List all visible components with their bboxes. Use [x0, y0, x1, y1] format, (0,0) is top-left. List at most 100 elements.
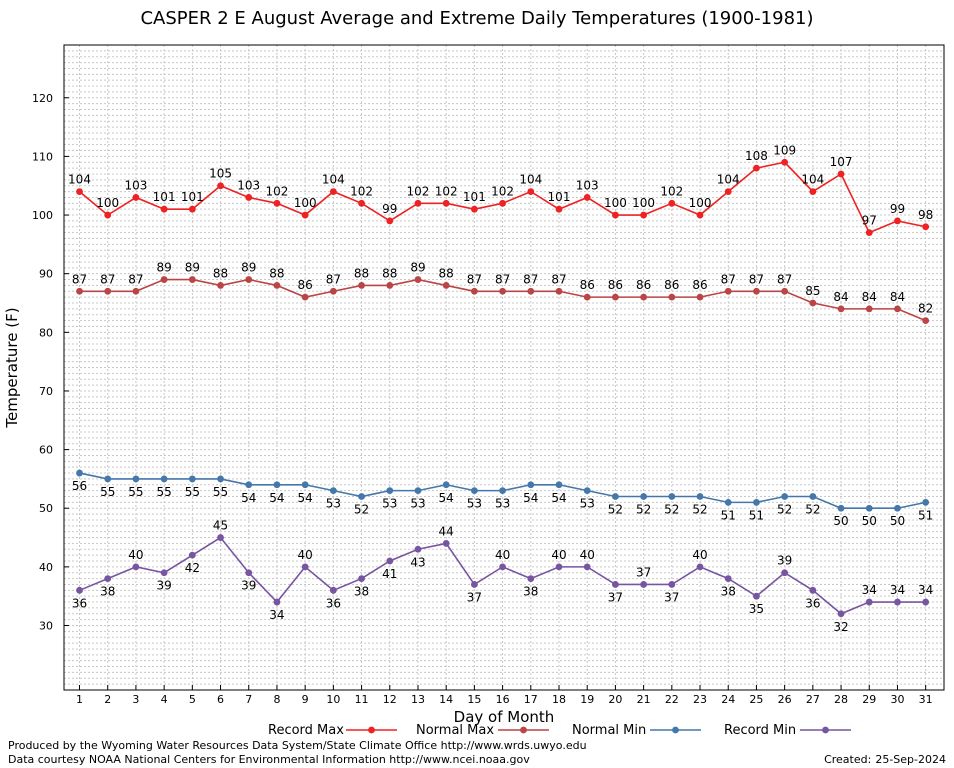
x-tick-label: 2: [104, 693, 111, 706]
y-tick-label: 100: [32, 209, 53, 222]
data-label: 86: [664, 278, 679, 292]
legend-swatch-marker: [520, 726, 527, 734]
data-point: [583, 194, 591, 201]
data-label: 88: [354, 266, 369, 280]
data-point: [809, 586, 817, 594]
data-point: [329, 287, 337, 295]
data-label: 52: [805, 503, 820, 517]
y-tick-label: 40: [39, 561, 53, 574]
data-label: 54: [298, 491, 313, 505]
legend-swatch-marker: [368, 726, 375, 734]
data-label: 85: [805, 284, 820, 298]
data-label: 101: [153, 190, 176, 204]
data-label: 87: [326, 272, 341, 286]
data-point: [104, 575, 112, 582]
x-tick-label: 16: [496, 693, 510, 706]
x-tick-label: 25: [749, 693, 763, 706]
x-tick-label: 17: [524, 693, 538, 706]
data-label: 102: [350, 184, 373, 198]
data-point: [724, 575, 732, 582]
data-point: [837, 504, 845, 512]
data-label: 50: [833, 514, 848, 528]
data-label: 100: [294, 196, 317, 210]
x-tick-label: 24: [721, 693, 735, 706]
data-label: 53: [326, 497, 341, 511]
data-point: [696, 211, 704, 219]
series-record-max: 104 100 103 101 101 105 103 102 100 104 102 99 102 10…: [68, 143, 933, 237]
data-label: 87: [749, 272, 764, 286]
data-label: 52: [636, 503, 651, 517]
data-point: [668, 293, 676, 301]
data-label: 104: [801, 173, 824, 187]
data-point: [894, 305, 901, 313]
created-date: 25-Sep-2024: [875, 753, 946, 766]
data-label: 84: [890, 290, 905, 304]
data-point: [329, 586, 337, 594]
data-point: [724, 287, 732, 295]
data-label: 89: [185, 261, 200, 275]
data-point: [499, 287, 506, 295]
data-point: [865, 229, 873, 237]
data-point: [555, 563, 563, 571]
data-point: [555, 205, 563, 213]
data-label: 54: [241, 491, 256, 505]
data-label: 54: [551, 491, 566, 505]
data-point: [527, 481, 535, 489]
legend-label: Normal Min: [572, 723, 646, 738]
data-label: 104: [68, 173, 91, 187]
data-label: 86: [692, 278, 707, 292]
data-point: [583, 487, 591, 495]
data-label: 54: [523, 491, 538, 505]
data-label: 53: [495, 497, 510, 511]
data-label: 38: [721, 585, 736, 599]
y-axis-label: Temperature (F): [3, 307, 21, 428]
data-label: 55: [100, 485, 115, 499]
data-label: 40: [692, 548, 707, 562]
x-tick-label: 27: [806, 693, 820, 706]
data-label: 103: [124, 178, 147, 192]
data-label: 87: [495, 272, 510, 286]
data-point: [132, 287, 140, 295]
data-point: [76, 287, 83, 295]
data-label: 39: [241, 579, 256, 593]
data-label: 86: [298, 278, 313, 292]
data-point: [358, 575, 365, 582]
legend-item: Record Max: [268, 723, 397, 738]
data-label: 38: [523, 585, 538, 599]
data-point: [414, 199, 422, 207]
data-point: [753, 592, 760, 600]
data-point: [865, 598, 873, 606]
data-point: [668, 581, 676, 588]
x-tick-label: 14: [439, 693, 453, 706]
data-point: [217, 475, 224, 483]
data-point: [499, 487, 506, 495]
data-point: [527, 287, 535, 295]
data-point: [245, 481, 253, 489]
data-point: [837, 170, 845, 178]
data-label: 55: [128, 485, 143, 499]
data-point: [809, 493, 817, 500]
data-point: [753, 164, 760, 172]
data-label: 51: [721, 508, 736, 522]
data-label: 40: [495, 548, 510, 562]
data-label: 52: [608, 503, 623, 517]
data-point: [555, 481, 563, 489]
data-label: 34: [269, 608, 284, 622]
data-label: 37: [467, 590, 482, 604]
data-point: [329, 487, 337, 495]
data-label: 56: [72, 479, 87, 493]
data-point: [612, 211, 619, 219]
y-tick-label: 110: [32, 150, 53, 163]
y-tick-label: 30: [39, 620, 53, 633]
y-tick-label: 90: [39, 268, 53, 281]
data-point: [217, 534, 224, 541]
data-label: 88: [382, 266, 397, 280]
data-label: 50: [890, 514, 905, 528]
data-label: 88: [269, 266, 284, 280]
data-point: [837, 305, 845, 313]
data-point: [301, 481, 309, 489]
x-tick-label: 19: [580, 693, 594, 706]
data-point: [583, 563, 591, 571]
data-point: [894, 504, 901, 512]
data-label: 41: [382, 567, 397, 581]
